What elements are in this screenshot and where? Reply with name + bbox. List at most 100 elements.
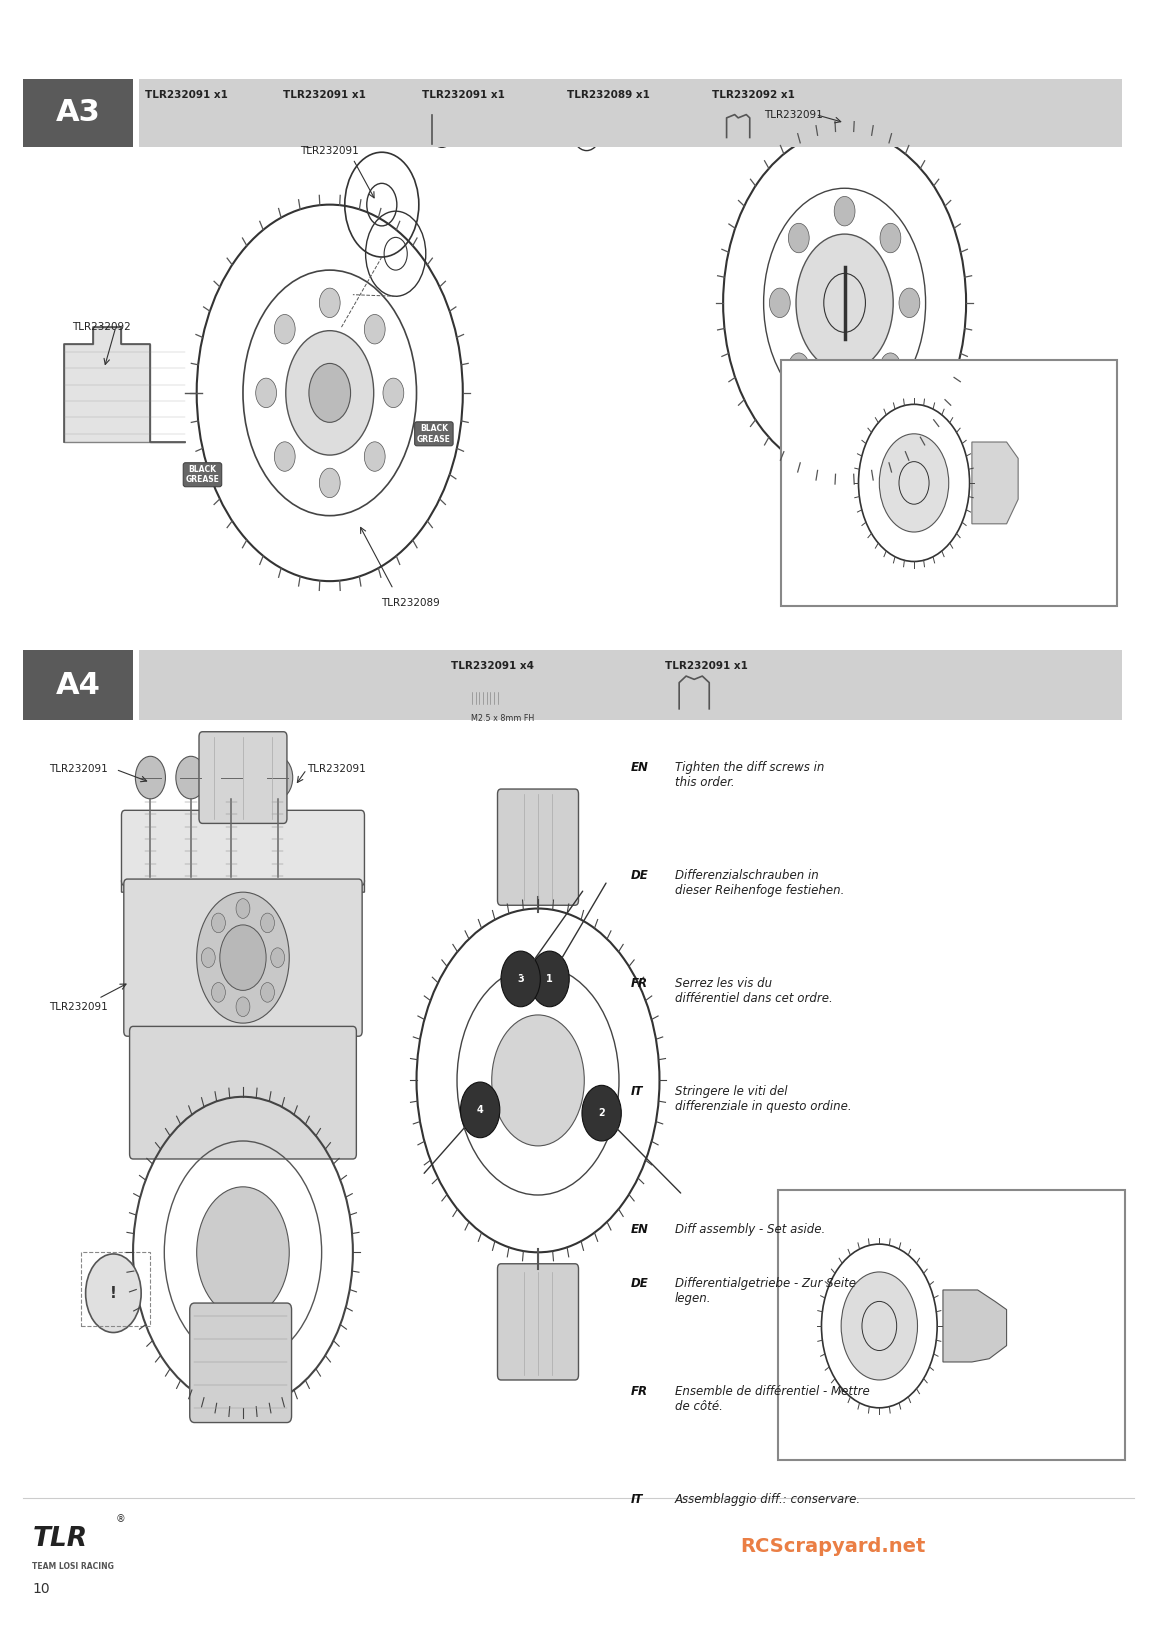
Text: Stringere le viti del
differenziale in questo ordine.: Stringere le viti del differenziale in q… bbox=[675, 1085, 852, 1113]
Text: TLR232091 x1: TLR232091 x1 bbox=[422, 90, 506, 100]
Polygon shape bbox=[64, 327, 185, 442]
Text: DE: DE bbox=[631, 1277, 648, 1290]
Circle shape bbox=[260, 982, 274, 1002]
Circle shape bbox=[197, 892, 289, 1023]
Text: 2: 2 bbox=[598, 1108, 605, 1118]
FancyBboxPatch shape bbox=[199, 732, 287, 823]
Polygon shape bbox=[972, 442, 1018, 524]
Circle shape bbox=[582, 1085, 621, 1141]
Circle shape bbox=[788, 354, 809, 383]
Circle shape bbox=[879, 434, 949, 532]
Circle shape bbox=[197, 1187, 289, 1318]
Circle shape bbox=[212, 982, 226, 1002]
Text: TEAM LOSI RACING: TEAM LOSI RACING bbox=[32, 1562, 115, 1572]
FancyBboxPatch shape bbox=[23, 650, 133, 720]
Text: Diff assembly - Set aside.: Diff assembly - Set aside. bbox=[675, 1223, 825, 1236]
Circle shape bbox=[834, 196, 855, 226]
Circle shape bbox=[286, 331, 374, 455]
Text: IT: IT bbox=[631, 1085, 643, 1098]
FancyBboxPatch shape bbox=[139, 650, 1122, 720]
Text: Serrez les vis du
différentiel dans cet ordre.: Serrez les vis du différentiel dans cet … bbox=[675, 977, 832, 1005]
Text: Differenzialschrauben in
dieser Reihenfoge festiehen.: Differenzialschrauben in dieser Reihenfo… bbox=[675, 869, 843, 897]
Circle shape bbox=[212, 913, 226, 933]
Circle shape bbox=[274, 314, 295, 344]
Circle shape bbox=[880, 354, 901, 383]
Text: M2.5 x 8mm FH: M2.5 x 8mm FH bbox=[471, 714, 535, 722]
Text: TLR232091 x1: TLR232091 x1 bbox=[665, 661, 749, 671]
Circle shape bbox=[274, 442, 295, 471]
Text: 3: 3 bbox=[517, 974, 524, 984]
Circle shape bbox=[176, 756, 206, 799]
Text: TLR232091: TLR232091 bbox=[307, 764, 366, 774]
Text: TLR232092 x1: TLR232092 x1 bbox=[712, 90, 795, 100]
Circle shape bbox=[236, 997, 250, 1017]
Text: TLR232091: TLR232091 bbox=[49, 1002, 108, 1012]
Bar bbox=[470, 692, 502, 704]
Circle shape bbox=[319, 468, 340, 498]
Circle shape bbox=[501, 951, 540, 1007]
Bar bbox=[81, 1252, 150, 1326]
Text: TLR232091: TLR232091 bbox=[301, 146, 359, 156]
Text: Ensemble de différentiel - Mettre
de côté.: Ensemble de différentiel - Mettre de côt… bbox=[675, 1385, 869, 1413]
Text: TLR: TLR bbox=[32, 1526, 88, 1552]
FancyBboxPatch shape bbox=[23, 79, 133, 147]
Text: FR: FR bbox=[631, 1385, 648, 1398]
Circle shape bbox=[256, 378, 277, 408]
Circle shape bbox=[309, 363, 351, 422]
Text: EN: EN bbox=[631, 1223, 648, 1236]
Circle shape bbox=[383, 378, 404, 408]
Text: TLR232091 x1: TLR232091 x1 bbox=[283, 90, 367, 100]
Polygon shape bbox=[121, 868, 364, 892]
Circle shape bbox=[577, 116, 596, 142]
Circle shape bbox=[263, 756, 293, 799]
Circle shape bbox=[880, 223, 901, 252]
Circle shape bbox=[769, 288, 790, 318]
Bar bbox=[781, 360, 1117, 606]
Text: Tighten the diff screws in
this order.: Tighten the diff screws in this order. bbox=[675, 761, 824, 789]
Text: DE: DE bbox=[631, 869, 648, 882]
Text: RCScrapyard.net: RCScrapyard.net bbox=[740, 1537, 926, 1557]
Circle shape bbox=[216, 756, 246, 799]
Text: Differentialgetriebe - Zur Seite
legen.: Differentialgetriebe - Zur Seite legen. bbox=[675, 1277, 855, 1305]
Text: BLACK
GREASE: BLACK GREASE bbox=[185, 465, 220, 485]
Circle shape bbox=[834, 380, 855, 409]
FancyBboxPatch shape bbox=[130, 1026, 356, 1159]
FancyBboxPatch shape bbox=[498, 789, 578, 905]
Text: TLR232089: TLR232089 bbox=[382, 598, 440, 607]
Circle shape bbox=[492, 1015, 584, 1146]
Text: EN: EN bbox=[631, 761, 648, 774]
FancyBboxPatch shape bbox=[124, 879, 362, 1036]
Text: A4: A4 bbox=[56, 671, 101, 699]
Circle shape bbox=[260, 913, 274, 933]
Circle shape bbox=[788, 223, 809, 252]
Circle shape bbox=[841, 1272, 918, 1380]
Text: BLACK
GREASE: BLACK GREASE bbox=[417, 424, 451, 444]
Text: TLR232092: TLR232092 bbox=[72, 322, 131, 332]
Text: TLR232091 x4: TLR232091 x4 bbox=[451, 661, 535, 671]
Text: IT: IT bbox=[631, 1493, 643, 1506]
Text: A3: A3 bbox=[56, 98, 101, 128]
Text: 4: 4 bbox=[477, 1105, 484, 1115]
FancyBboxPatch shape bbox=[498, 1264, 578, 1380]
Circle shape bbox=[135, 756, 165, 799]
Polygon shape bbox=[943, 1290, 1007, 1362]
FancyBboxPatch shape bbox=[139, 79, 1122, 147]
Circle shape bbox=[796, 234, 893, 372]
Text: FR: FR bbox=[631, 977, 648, 990]
FancyBboxPatch shape bbox=[121, 810, 364, 886]
Circle shape bbox=[530, 951, 569, 1007]
Text: TLR232091 x1: TLR232091 x1 bbox=[145, 90, 228, 100]
Circle shape bbox=[201, 948, 215, 967]
Text: TLR232091: TLR232091 bbox=[764, 110, 823, 120]
Circle shape bbox=[364, 442, 385, 471]
Bar bbox=[147, 124, 185, 138]
Text: 1: 1 bbox=[546, 974, 553, 984]
Circle shape bbox=[319, 288, 340, 318]
Circle shape bbox=[899, 288, 920, 318]
Circle shape bbox=[460, 1082, 500, 1138]
Circle shape bbox=[86, 1254, 141, 1333]
Text: !: ! bbox=[110, 1285, 117, 1301]
Bar bbox=[778, 1190, 1125, 1460]
Circle shape bbox=[271, 948, 285, 967]
Circle shape bbox=[236, 899, 250, 918]
